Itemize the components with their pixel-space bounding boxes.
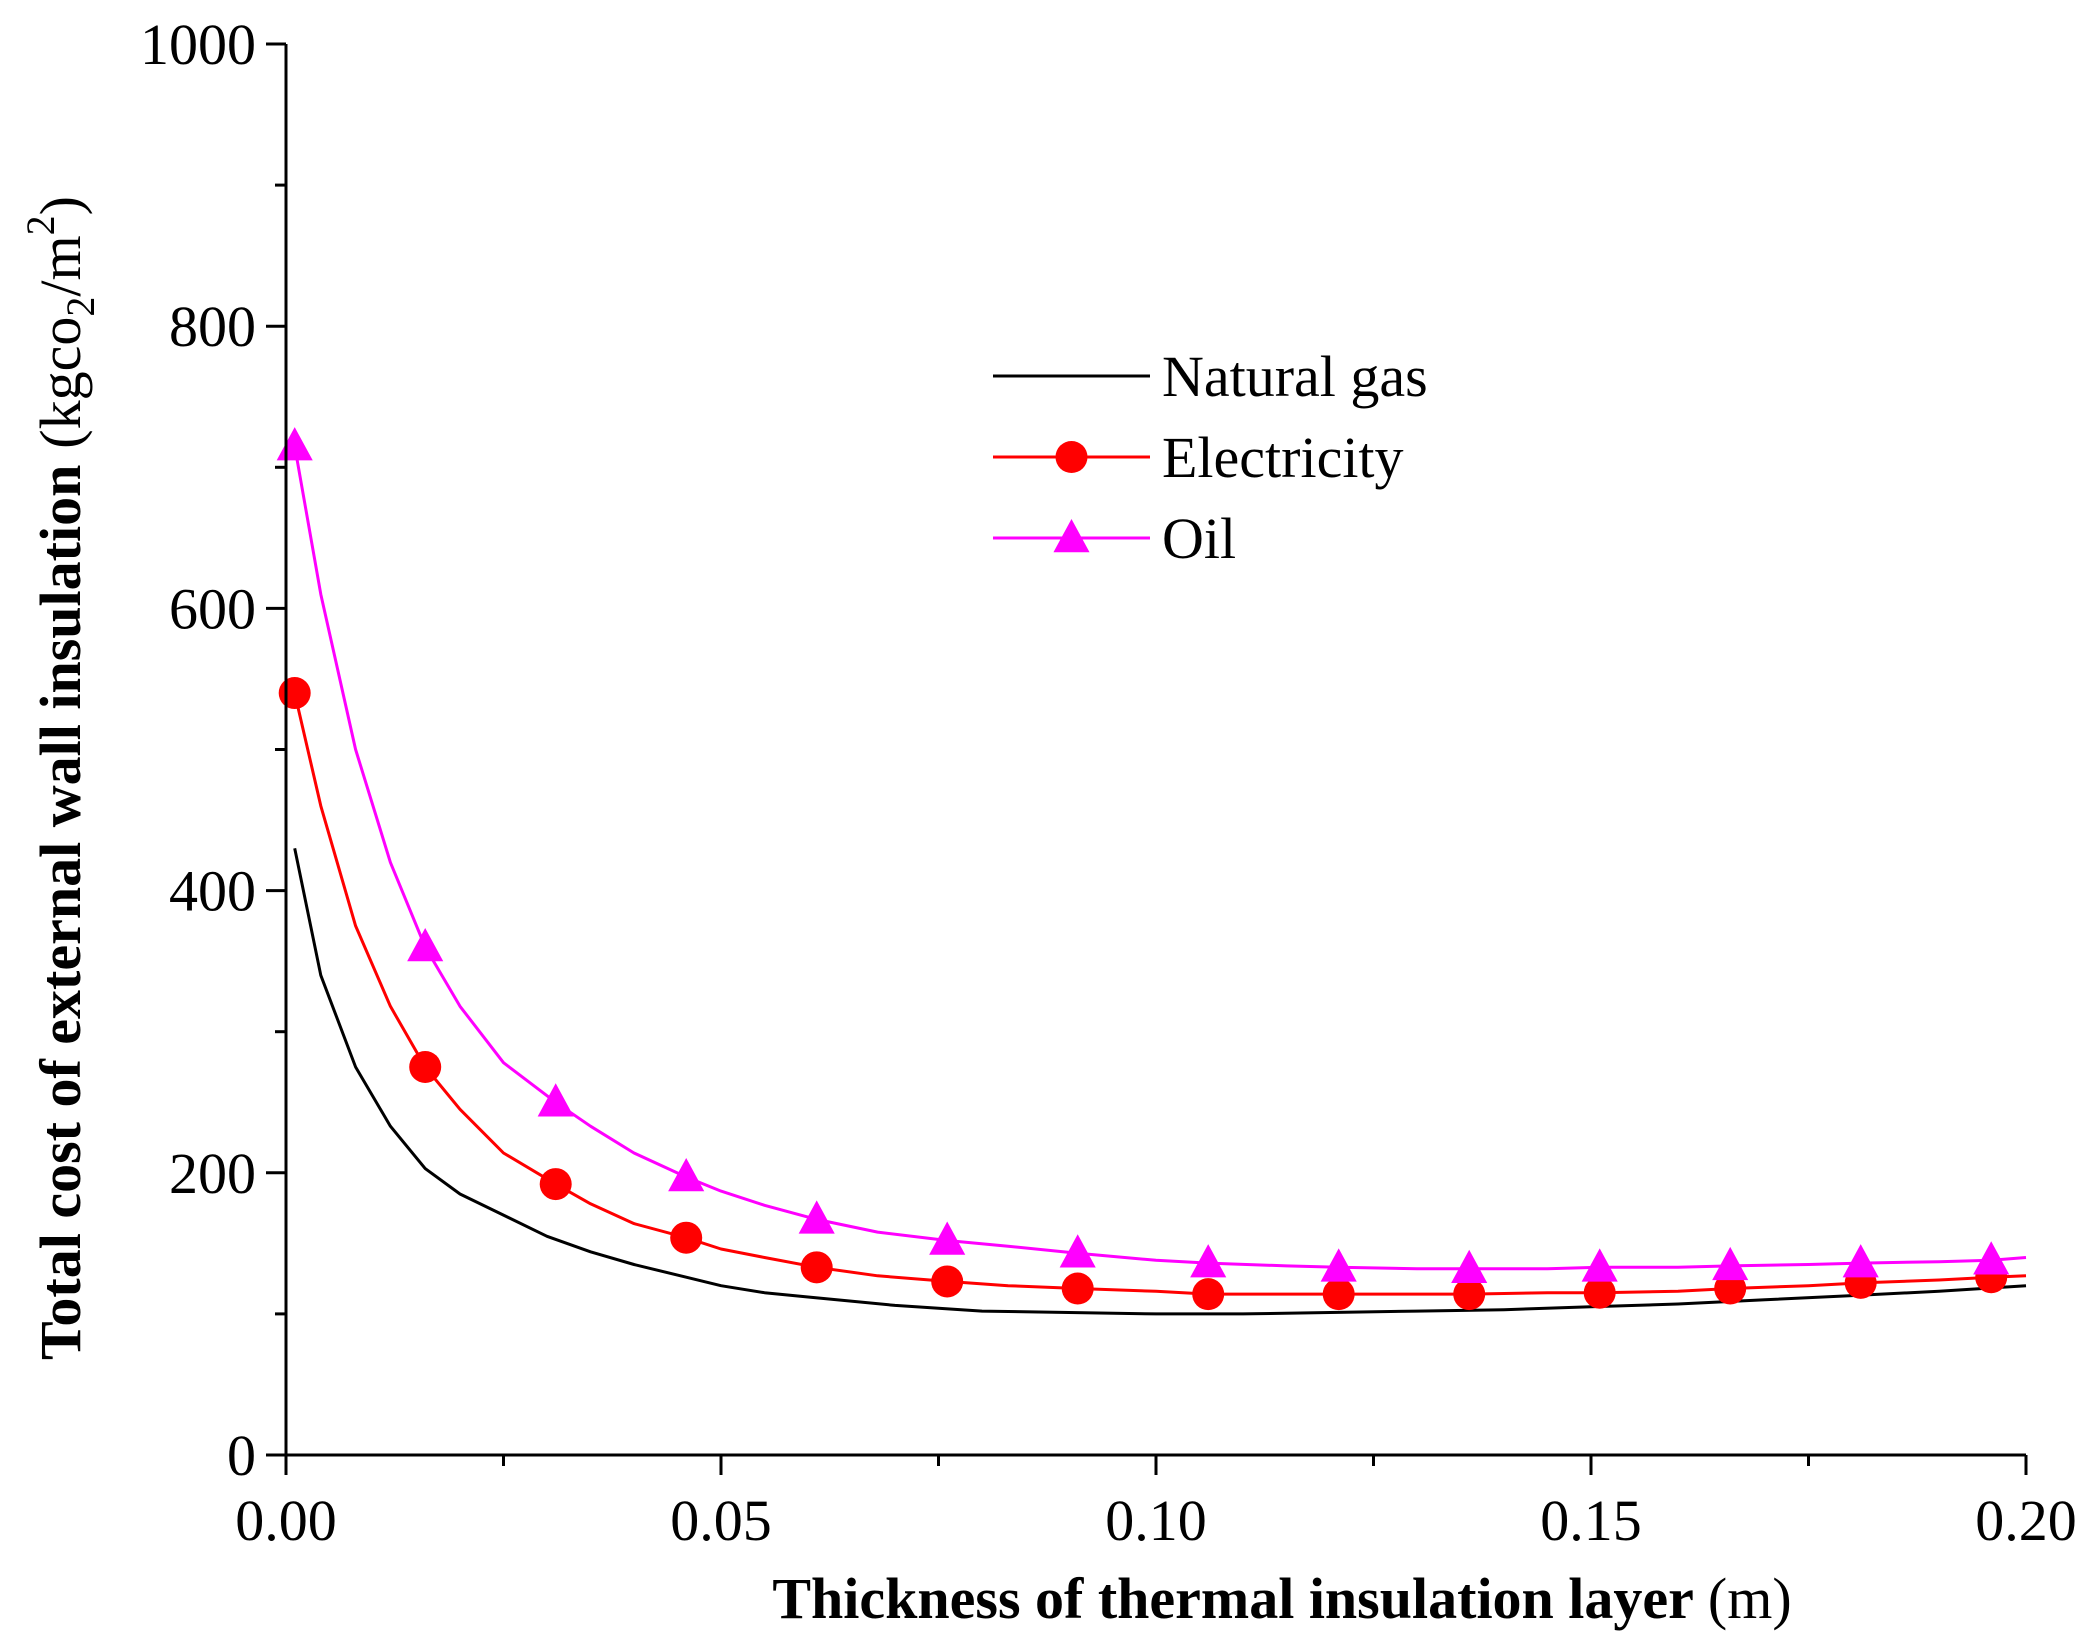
y-axis-unit-mid: /m	[28, 235, 93, 296]
legend-marker-electricity	[1055, 441, 1088, 473]
y-tick-label: 800	[169, 294, 256, 359]
x-axis-unit: (m)	[1708, 1566, 1792, 1631]
marker-electricity	[1714, 1272, 1747, 1305]
x-tick-label: 0.10	[1105, 1488, 1207, 1553]
axes: 0 200 400 600 800 1000 0.00 0.05 0.10 0.15 0.20	[140, 12, 2077, 1553]
marker-oil	[1842, 1244, 1879, 1278]
y-tick-label: 600	[169, 576, 256, 641]
legend-label-oil: Oil	[1162, 506, 1236, 571]
x-axis-title: Thickness of thermal insulation layer (m)	[772, 1566, 1791, 1631]
y-axis-unit-close: )	[28, 196, 93, 215]
marker-oil	[668, 1158, 705, 1192]
x-axis-title-text: Thickness of thermal insulation layer	[772, 1566, 1694, 1631]
series-line-natural-gas	[293, 847, 2027, 1316]
marker-oil	[1581, 1248, 1618, 1282]
y-axis-unit-subscript: 2	[58, 297, 103, 317]
x-tick-label: 0.15	[1540, 1488, 1642, 1553]
y-axis-unit-superscript: 2	[18, 215, 63, 235]
marker-oil	[1973, 1241, 2010, 1275]
marker-electricity	[1583, 1276, 1616, 1309]
y-axis-title-text: Total cost of external wall insulation	[28, 465, 93, 1360]
marker-electricity	[1061, 1272, 1094, 1305]
x-tick-label: 0.05	[670, 1488, 772, 1553]
marker-oil	[1190, 1244, 1227, 1278]
marker-oil	[537, 1083, 574, 1117]
legend-marker-oil	[1053, 519, 1090, 553]
marker-electricity	[278, 677, 311, 710]
marker-oil	[276, 427, 313, 461]
marker-oil	[1059, 1234, 1096, 1268]
svg-text:Total cost of external wall i: Total cost of external wall insulation (k…	[18, 196, 103, 1360]
series-line-oil	[293, 445, 2027, 1271]
y-tick-label: 1000	[140, 12, 256, 77]
marker-electricity	[670, 1221, 703, 1254]
y-axis-title: Total cost of external wall insulation (k…	[18, 196, 103, 1360]
marker-oil	[798, 1200, 835, 1234]
marker-electricity	[1322, 1278, 1355, 1311]
legend-label-natural-gas: Natural gas	[1162, 344, 1428, 409]
plot-area	[276, 427, 2027, 1316]
marker-electricity	[800, 1251, 833, 1284]
marker-electricity	[409, 1050, 442, 1083]
marker-electricity	[1192, 1278, 1225, 1311]
series-line-electricity	[293, 692, 2027, 1296]
legend-label-electricity: Electricity	[1162, 425, 1404, 490]
marker-oil	[1451, 1249, 1488, 1283]
marker-electricity	[1453, 1278, 1486, 1311]
y-tick-label: 200	[169, 1141, 256, 1206]
x-tick-label: 0.00	[235, 1488, 337, 1553]
marker-oil	[407, 928, 444, 962]
legend: Natural gas Electricity Oil	[993, 344, 1428, 571]
marker-oil	[929, 1221, 966, 1255]
x-tick-label: 0.20	[1975, 1488, 2077, 1553]
marker-oil	[1320, 1248, 1357, 1282]
y-tick-label: 400	[169, 859, 256, 924]
marker-electricity	[931, 1265, 964, 1298]
y-axis-unit-open: (kgco	[28, 317, 93, 449]
marker-electricity	[539, 1168, 572, 1201]
y-tick-label: 0	[227, 1423, 256, 1488]
marker-oil	[1712, 1246, 1749, 1281]
